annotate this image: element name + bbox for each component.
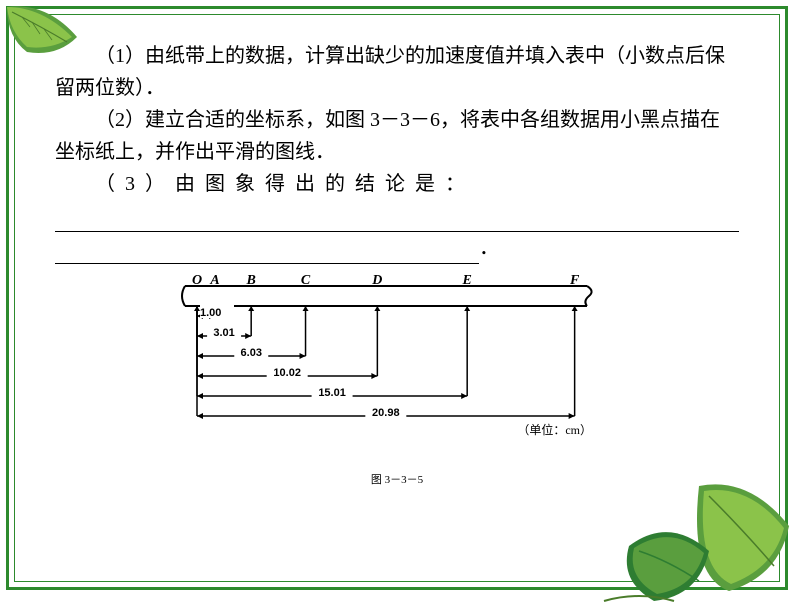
svg-text:B: B: [246, 274, 256, 288]
paragraph-1: （1）由纸带上的数据，计算出缺少的加速度值并填入表中（小数点后保留两位数）．: [55, 40, 739, 104]
svg-text:1.00: 1.00: [200, 307, 221, 319]
content-area: （1）由纸带上的数据，计算出缺少的加速度值并填入表中（小数点后保留两位数）． （…: [55, 40, 739, 490]
svg-text:20.98: 20.98: [372, 407, 400, 419]
period: ．: [479, 237, 499, 259]
svg-text:O: O: [192, 274, 202, 288]
svg-text:6.03: 6.03: [241, 347, 262, 359]
svg-text:C: C: [301, 274, 311, 288]
leaf-decoration-bottom-right: [599, 456, 794, 606]
paragraph-2: （2）建立合适的坐标系，如图 3－3－6，将表中各组数据用小黑点描在坐标纸上，并…: [55, 104, 739, 168]
tape-diagram: OA B C D E F 1.00 3.01 6.03 10.02 15.01 20.98 （单位：cm…: [177, 274, 617, 490]
paragraph-3: （3）由图象得出的结论是：: [55, 168, 739, 200]
svg-text:3.01: 3.01: [213, 327, 234, 339]
svg-text:A: A: [209, 274, 219, 288]
blank-lines: ．: [55, 200, 739, 264]
leaf-decoration-top-left: [2, 2, 92, 72]
svg-text:（单位：cm）: （单位：cm）: [517, 422, 592, 437]
svg-text:E: E: [462, 274, 472, 288]
figure-caption: 图 3－3－5: [177, 472, 617, 490]
svg-text:15.01: 15.01: [318, 387, 346, 399]
svg-text:10.02: 10.02: [273, 367, 301, 379]
svg-text:D: D: [371, 274, 382, 288]
svg-text:F: F: [569, 274, 580, 288]
